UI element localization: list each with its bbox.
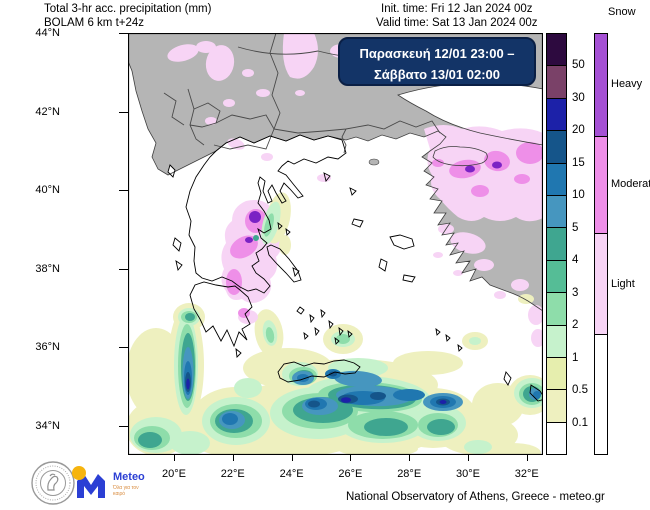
lat-label-38°N: 38°N xyxy=(35,262,60,275)
precip-tick-20: 20 xyxy=(572,124,585,137)
forecast-period-box: Παρασκευή 12/01 23:00 – Σάββατο 13/01 02… xyxy=(338,37,536,86)
meteo-logo-name: Meteo xyxy=(113,471,145,483)
lon-tick xyxy=(291,455,293,461)
lon-tick xyxy=(174,455,175,461)
precip-rain-field xyxy=(126,294,552,463)
lat-tick xyxy=(119,426,128,427)
precip-seg-6 xyxy=(547,227,566,260)
precip-tick-50: 50 xyxy=(572,59,585,72)
title-line2: BOLAM 6 km t+24z xyxy=(44,17,145,29)
precip-seg-11 xyxy=(547,389,566,422)
lon-label-24°E: 24°E xyxy=(279,468,304,480)
island-gokceada xyxy=(368,158,380,166)
init-time: Init. time: Fri 12 Jan 2024 00z xyxy=(381,3,533,15)
precip-tick-0.5: 0.5 xyxy=(572,384,588,397)
lat-label-40°N: 40°N xyxy=(35,184,60,197)
precip-seg-10 xyxy=(547,356,566,390)
snow-label-Light: Light xyxy=(611,278,635,290)
lat-label-36°N: 36°N xyxy=(35,341,60,354)
precip-seg-8 xyxy=(547,292,566,325)
snow-legend-title: Snow xyxy=(608,6,636,18)
snow-seg-0 xyxy=(595,34,607,136)
precip-tick-4: 4 xyxy=(572,254,579,267)
lat-tick xyxy=(119,347,128,349)
title-line1: Total 3-hr acc. precipitation (mm) xyxy=(44,3,212,15)
precip-tick-0.1: 0.1 xyxy=(572,416,588,429)
lon-tick xyxy=(468,455,469,461)
precip-seg-1 xyxy=(547,65,566,98)
precip-seg-0 xyxy=(547,34,566,66)
meteo-sun-icon xyxy=(72,466,86,480)
lon-label-22°E: 22°E xyxy=(220,468,245,480)
precip-tick-5: 5 xyxy=(572,221,579,234)
credit-text: National Observatory of Athens, Greece -… xyxy=(346,491,605,503)
snow-colorbar xyxy=(594,33,608,455)
snow-seg-2 xyxy=(595,233,607,334)
period-line1: Παρασκευή 12/01 23:00 – xyxy=(359,46,515,61)
snow-label-Moderate: Moderate xyxy=(611,178,650,190)
lat-tick xyxy=(119,190,128,192)
lat-tick xyxy=(119,268,128,270)
lon-label-26°E: 26°E xyxy=(338,468,363,480)
lon-tick xyxy=(526,455,528,461)
lon-label-20°E: 20°E xyxy=(162,468,186,480)
precip-tick-2: 2 xyxy=(572,319,579,332)
lat-label-34°N: 34°N xyxy=(35,420,60,432)
precip-tick-3: 3 xyxy=(572,286,579,299)
map-canvas xyxy=(126,32,552,463)
lon-tick xyxy=(232,455,234,461)
precip-tick-30: 30 xyxy=(572,91,585,104)
precip-tick-15: 15 xyxy=(572,156,585,169)
lat-tick xyxy=(119,111,128,113)
lon-tick xyxy=(409,455,411,461)
lon-tick xyxy=(350,455,352,461)
lon-label-30°E: 30°E xyxy=(456,468,480,480)
lat-label-44°N: 44°N xyxy=(35,27,60,39)
lon-label-28°E: 28°E xyxy=(397,468,422,480)
meteo-m-icon xyxy=(77,474,105,498)
precip-seg-7 xyxy=(547,259,566,293)
snow-field-turkey xyxy=(424,125,545,347)
precip-seg-5 xyxy=(547,194,566,228)
precip-seg-4 xyxy=(547,162,566,195)
run-times: Init. time: Fri 12 Jan 2024 00z Valid ti… xyxy=(376,2,538,30)
precip-seg-9 xyxy=(547,324,566,357)
snow-seg-3 xyxy=(595,334,607,453)
precip-tick-10: 10 xyxy=(572,189,585,202)
period-line2: Σάββατο 13/01 02:00 xyxy=(373,67,501,82)
lat-tick xyxy=(119,33,128,34)
noa-emblem xyxy=(31,461,75,510)
snow-seg-1 xyxy=(595,136,607,233)
precip-seg-2 xyxy=(547,97,566,131)
lat-label-42°N: 42°N xyxy=(35,105,60,118)
meteo-logo-tagline: Όλα για τον καιρό xyxy=(113,485,139,497)
map-title: Total 3-hr acc. precipitation (mm) BOLAM… xyxy=(44,2,211,30)
precip-tick-1: 1 xyxy=(572,351,579,364)
forecast-map xyxy=(126,32,552,463)
meteo-logo xyxy=(70,465,112,506)
map-frame xyxy=(127,32,544,456)
precip-colorbar xyxy=(546,33,567,455)
precip-seg-12 xyxy=(547,421,566,455)
snow-label-Heavy: Heavy xyxy=(611,78,643,90)
lon-label-32°E: 32°E xyxy=(514,468,539,480)
precip-seg-3 xyxy=(547,130,566,163)
valid-time: Valid time: Sat 13 Jan 2024 00z xyxy=(376,17,538,29)
